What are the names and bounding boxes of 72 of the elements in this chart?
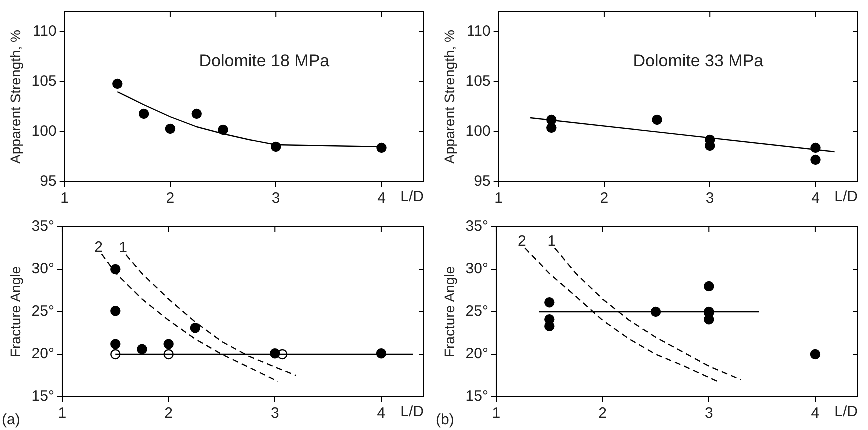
y-axis-title: Fracture Angle [7, 266, 24, 358]
point [110, 339, 121, 350]
point [376, 142, 387, 154]
x-axis-title: L/D [834, 404, 858, 421]
y-tick-label: 20° [32, 346, 54, 363]
x-axis-title: L/D [834, 188, 858, 206]
point [112, 78, 123, 90]
y-tick-label: 25° [32, 303, 54, 320]
x-tick-label: 1 [492, 405, 501, 422]
text: Dolomite 33 MPa [633, 52, 764, 71]
point [138, 108, 150, 120]
x-tick-label: 2 [164, 405, 173, 422]
x-tick-label: 1 [494, 190, 503, 208]
text: Dolomite 18 MPa [199, 52, 330, 71]
point [546, 122, 557, 134]
point [164, 339, 174, 350]
x-tick-label: 2 [166, 190, 175, 208]
y-tick-label: 35° [32, 218, 54, 236]
point [110, 349, 121, 360]
x-tick-label: 4 [812, 190, 820, 208]
x-tick-label: 3 [272, 190, 280, 208]
point [810, 142, 821, 154]
point [704, 281, 714, 292]
text: (a) [2, 412, 20, 429]
point [810, 154, 821, 166]
x-tick-label: 4 [378, 190, 386, 208]
y-axis-title: Apparent Strength, % [441, 30, 458, 164]
point [137, 344, 148, 354]
y-tick-label: 95 [40, 173, 57, 190]
y-tick-label: 30° [32, 260, 54, 278]
x-tick-label: 1 [58, 405, 67, 422]
y-tick-label: 105 [466, 73, 491, 90]
y-tick-label: 30° [466, 260, 488, 278]
y-axis-title: Fracture Angle [441, 266, 458, 358]
point [652, 114, 662, 126]
series-label: 1 [119, 240, 128, 257]
y-tick-label: 20° [466, 346, 488, 363]
x-tick-label: 2 [598, 405, 607, 422]
x-axis-title: L/D [400, 404, 424, 421]
x-tick-label: 2 [600, 190, 609, 208]
point [110, 306, 121, 316]
text: (b) [436, 412, 454, 429]
point [810, 349, 821, 360]
series-label: 2 [518, 232, 526, 250]
point [110, 264, 121, 275]
point [192, 108, 202, 120]
x-tick-label: 4 [811, 405, 820, 422]
x-axis-title: L/D [400, 188, 424, 206]
x-tick-label: 3 [704, 405, 714, 422]
y-tick-label: 110 [466, 23, 491, 40]
y-tick-label: 100 [32, 123, 57, 140]
point [704, 314, 714, 325]
point [190, 323, 200, 334]
point [544, 298, 555, 308]
point [165, 124, 176, 134]
y-tick-label: 100 [466, 123, 491, 140]
x-tick-label: 4 [377, 405, 386, 422]
y-axis-title: Apparent Strength, % [7, 30, 24, 164]
y-tick-label: 105 [32, 73, 57, 90]
y-tick-label: 15° [466, 388, 488, 406]
y-tick-label: 15° [32, 388, 54, 406]
point [271, 142, 282, 152]
x-tick-label: 3 [270, 405, 280, 422]
y-tick-label: 25° [466, 303, 488, 320]
series-label: 1 [548, 232, 556, 250]
y-tick-label: 35° [466, 218, 488, 236]
point [218, 124, 228, 136]
x-tick-label: 1 [60, 190, 69, 208]
x-tick-label: 3 [706, 190, 714, 208]
y-tick-label: 110 [32, 23, 57, 40]
series-label: 2 [94, 238, 103, 256]
y-tick-label: 95 [474, 173, 491, 190]
